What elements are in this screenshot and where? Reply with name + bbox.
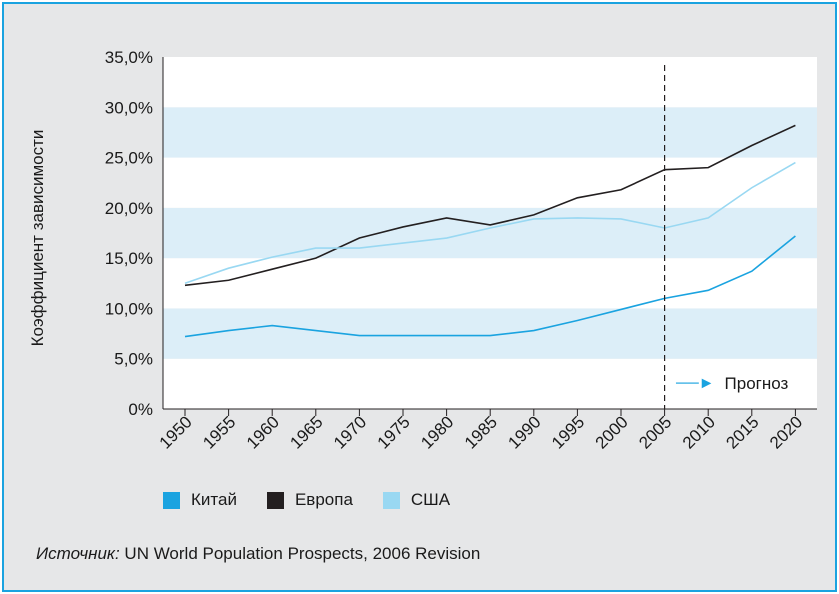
y-axis-label: Коэффициент зависимости: [28, 130, 47, 347]
x-tick-label: 2020: [766, 412, 806, 452]
y-tick-label: 30,0%: [105, 98, 153, 117]
grid-band: [163, 308, 817, 359]
forecast-text: Прогноз: [724, 374, 789, 393]
series-line-usa: [184, 161, 796, 285]
forecast-label: ──► Прогноз: [676, 374, 788, 394]
grid-band: [163, 157, 817, 208]
legend-item-europe: Европа: [266, 490, 353, 510]
y-tick-label: 0%: [128, 400, 153, 419]
x-tick-label: 1985: [461, 412, 501, 452]
source-label: Источник:: [36, 544, 120, 563]
x-tick-label: 2010: [679, 412, 719, 452]
x-tick-label: 1980: [417, 412, 457, 452]
legend-item-usa: США: [382, 490, 451, 510]
grid-band: [163, 107, 817, 158]
legend-label-europe: Европа: [294, 490, 353, 509]
x-tick-label: 1950: [156, 412, 196, 452]
y-tick-label: 15,0%: [105, 249, 153, 268]
x-tick-label: 1975: [374, 412, 414, 452]
x-tick-label: 1960: [243, 412, 283, 452]
legend-swatch-china: [163, 491, 180, 509]
y-tick-label: 20,0%: [105, 199, 153, 218]
arrow-right-icon: ──►: [676, 375, 715, 392]
x-tick-label: 1965: [286, 412, 326, 452]
y-tick-label: 5,0%: [114, 350, 153, 369]
grid-band: [163, 358, 817, 409]
legend-item-china: Китай: [163, 490, 237, 510]
legend-swatch-europe: [266, 491, 284, 509]
source-text: UN World Population Prospects, 2006 Revi…: [119, 544, 481, 563]
legend-swatch-usa: [382, 491, 400, 509]
y-tick-label: 35,0%: [105, 48, 153, 67]
source-note: Источник: UN World Population Prospects,…: [36, 544, 480, 564]
x-tick-label: 1995: [548, 412, 588, 452]
grid-band: [163, 207, 817, 259]
grid-band: [163, 258, 817, 309]
x-tick-label: 1970: [330, 412, 370, 452]
x-tick-label: 1990: [504, 412, 544, 452]
grid-band: [163, 57, 817, 108]
legend-label-usa: США: [410, 490, 451, 509]
x-tick-label: 2005: [635, 412, 675, 452]
series-line-china: [184, 235, 796, 338]
y-tick-label: 10,0%: [105, 299, 153, 318]
x-tick-label: 1955: [199, 412, 239, 452]
x-tick-label: 2015: [722, 412, 762, 452]
legend-label-china: Китай: [191, 490, 237, 509]
y-tick-label: 25,0%: [105, 149, 153, 168]
legend: Китай Европа США: [163, 490, 480, 510]
x-tick-label: 2000: [592, 412, 632, 452]
series-line-europe: [184, 124, 796, 287]
